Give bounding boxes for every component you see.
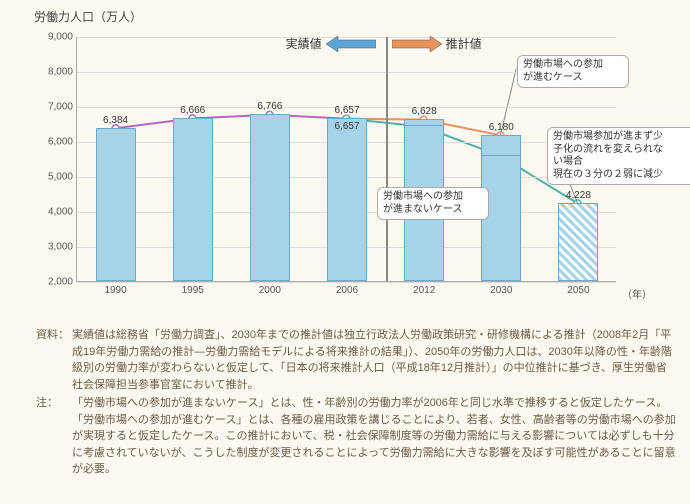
callout-shrink: 労働市場参加が進まず少子化の流れを変えられない場合現在の３分の２弱に減少: [547, 127, 690, 185]
bar-label: 6,384: [86, 115, 146, 126]
source-label: 資料：: [36, 327, 72, 393]
note-label: 注：: [36, 395, 72, 478]
x-tick: 1995: [182, 281, 204, 296]
x-tick: 1990: [104, 281, 126, 296]
callout-noProgress: 労働市場への参加が進まないケース: [377, 187, 489, 220]
divider: [386, 37, 388, 281]
x-axis-label: （年）: [616, 282, 652, 301]
bar-label: 6,766: [240, 101, 300, 112]
callout-progress: 労働市場への参加が進むケース: [517, 55, 629, 88]
bar: [96, 128, 136, 281]
arrow-label: 実績値: [286, 35, 322, 52]
note-text: 「労働市場への参加が進まないケース」とは、性・年齢別の労働力率が2006年と同じ…: [72, 395, 676, 478]
arrow-left: 実績値: [286, 35, 376, 52]
arrow-label: 推計値: [446, 35, 482, 52]
x-tick: 2006: [336, 281, 358, 296]
y-tick: 9,000: [48, 32, 77, 43]
y-tick: 8,000: [48, 67, 77, 78]
bar-label: 6,628: [394, 106, 454, 117]
y-tick: 7,000: [48, 102, 77, 113]
bar-label: 6,666: [163, 105, 223, 116]
arrow-right: 推計値: [392, 35, 482, 52]
bar-label: 6,180: [471, 122, 531, 133]
y-tick: 4,000: [48, 207, 77, 218]
notes: 資料： 実績値は総務省「労働力調査」、2030年までの推計値は独立行政法人労働政…: [36, 327, 676, 478]
y-tick: 5,000: [48, 172, 77, 183]
bar-label: 6,657: [317, 105, 377, 116]
bar: [558, 203, 598, 281]
source-text: 実績値は総務省「労働力調査」、2030年までの推計値は独立行政法人労働政策研究・…: [72, 327, 676, 393]
y-tick: 3,000: [48, 242, 77, 253]
chart-title: 労働力人口（万人）: [34, 8, 674, 25]
bar: [250, 114, 290, 281]
x-tick: 2000: [259, 281, 281, 296]
bar: [173, 118, 213, 281]
bar: [327, 118, 367, 281]
bar-label: 4,228: [548, 190, 608, 201]
plot: 2,0003,0004,0005,0006,0007,0008,0009,000…: [76, 37, 616, 282]
x-tick: 2050: [567, 281, 589, 296]
x-tick: 2030: [490, 281, 512, 296]
bar-label-secondary: 6,657: [317, 121, 377, 132]
y-tick: 6,000: [48, 137, 77, 148]
x-tick: 2012: [413, 281, 435, 296]
chart-area: 2,000 3,000 4,000 5,000 6,000 7,000 8,000 9,000…: [36, 29, 676, 319]
y-tick: 2,000: [48, 277, 77, 288]
